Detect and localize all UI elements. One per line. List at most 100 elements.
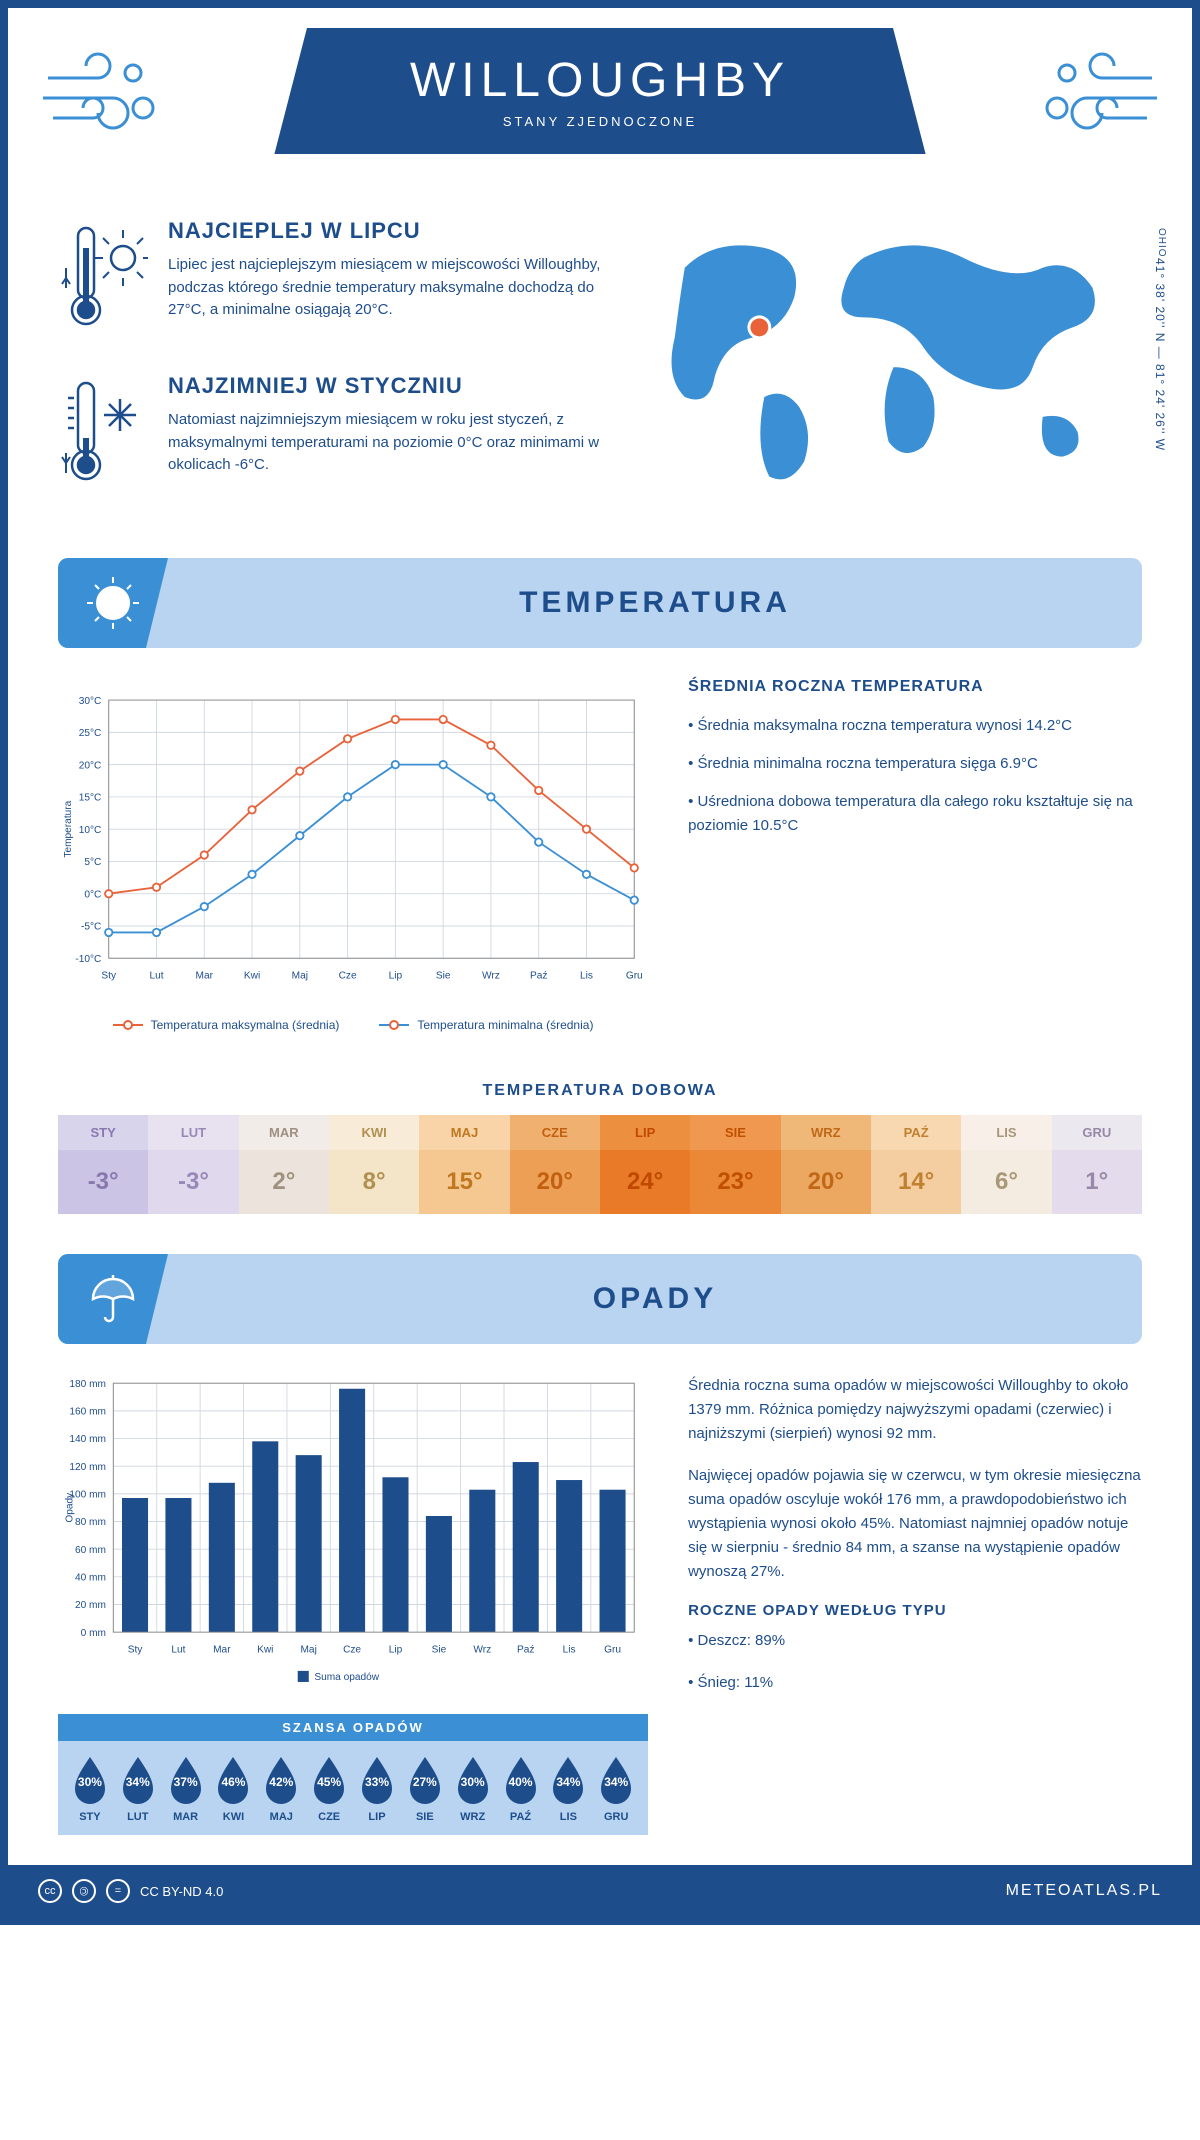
temperature-legend: .legend-swatch:nth-child(1)::after{borde… [58,1018,648,1032]
svg-text:Kwi: Kwi [244,971,260,982]
chance-month: MAJ [257,1811,305,1823]
svg-text:Lip: Lip [389,1644,403,1655]
svg-text:Gru: Gru [626,971,643,982]
chance-value: 34% [604,1775,628,1789]
daily-cell: CZE 20° [510,1115,600,1214]
svg-text:Lip: Lip [389,971,403,982]
chance-cell: 37% MAR [162,1753,210,1823]
chance-cell: 27% SIE [401,1753,449,1823]
chance-cell: 33% LIP [353,1753,401,1823]
warmest-text: Lipiec jest najcieplejszym miesiącem w m… [168,254,605,322]
svg-text:Lis: Lis [580,971,593,982]
license-text: CC BY-ND 4.0 [140,1884,223,1899]
rain-chance-row: 30% STY 34% LUT 37% MAR 46% KWI 42% MAJ … [58,1741,648,1835]
daily-cell: MAJ 15° [419,1115,509,1214]
chance-month: SIE [401,1811,449,1823]
daily-value: 20° [781,1150,871,1214]
daily-value: -3° [148,1150,238,1214]
chance-value: 30% [461,1775,485,1789]
daily-value: -3° [58,1150,148,1214]
thermometer-hot-icon [58,218,148,343]
svg-text:Maj: Maj [301,1644,317,1655]
raindrop-icon: 27% [404,1753,446,1805]
daily-cell: LIS 6° [961,1115,1051,1214]
raindrop-icon: 45% [308,1753,350,1805]
chance-cell: 40% PAŹ [497,1753,545,1823]
svg-text:Cze: Cze [339,971,357,982]
temp-bullet: • Średnia minimalna roczna temperatura s… [688,752,1142,776]
chance-month: WRZ [449,1811,497,1823]
title-banner: WILLOUGHBY STANY ZJEDNOCZONE [274,28,925,154]
chance-value: 46% [221,1775,245,1789]
precip-type-bullet: • Deszcz: 89% [688,1629,1142,1653]
precip-para-1: Średnia roczna suma opadów w miejscowośc… [688,1374,1142,1446]
daily-value: 2° [239,1150,329,1214]
coldest-title: NAJZIMNIEJ W STYCZNIU [168,373,605,399]
precipitation-left: 0 mm20 mm40 mm60 mm80 mm100 mm120 mm140 … [58,1374,648,1835]
raindrop-icon: 33% [356,1753,398,1805]
by-icon: 🄯 [72,1879,96,1903]
daily-month: MAJ [419,1115,509,1150]
svg-text:30°C: 30°C [79,696,102,707]
country-subtitle: STANY ZJEDNOCZONE [314,114,885,129]
map-column: OHIO 41° 38' 20'' N — 81° 24' 26'' W [645,218,1142,528]
chance-month: KWI [210,1811,258,1823]
region-label: OHIO [1156,228,1167,258]
precipitation-bar-chart: 0 mm20 mm40 mm60 mm80 mm100 mm120 mm140 … [58,1374,648,1714]
chance-value: 45% [317,1775,341,1789]
chance-cell: 45% CZE [305,1753,353,1823]
daily-month: WRZ [781,1115,871,1150]
wind-icon-left [38,48,178,148]
svg-text:15°C: 15°C [79,793,102,804]
chance-value: 42% [269,1775,293,1789]
warmest-title: NAJCIEPLEJ W LIPCU [168,218,605,244]
daily-value: 23° [690,1150,780,1214]
warmest-block: NAJCIEPLEJ W LIPCU Lipiec jest najcieple… [58,218,605,343]
chance-value: 27% [413,1775,437,1789]
daily-cell: LIP 24° [600,1115,690,1214]
thermometer-cold-icon [58,373,148,498]
svg-text:Sie: Sie [432,1644,447,1655]
svg-text:Mar: Mar [196,971,214,982]
chance-value: 33% [365,1775,389,1789]
chance-month: CZE [305,1811,353,1823]
daily-cell: SIE 23° [690,1115,780,1214]
chance-value: 40% [509,1775,533,1789]
header: WILLOUGHBY STANY ZJEDNOCZONE [8,8,1192,198]
svg-text:20 mm: 20 mm [75,1600,106,1611]
site-name: METEOATLAS.PL [1006,1882,1162,1900]
svg-text:120 mm: 120 mm [69,1462,106,1473]
chance-value: 30% [78,1775,102,1789]
daily-cell: PAŹ 14° [871,1115,961,1214]
svg-text:Lut: Lut [171,1644,185,1655]
raindrop-icon: 40% [500,1753,542,1805]
svg-text:Sty: Sty [128,1644,144,1655]
sun-icon [58,558,168,648]
daily-month: CZE [510,1115,600,1150]
raindrop-icon: 34% [595,1753,637,1805]
svg-text:Sie: Sie [436,971,451,982]
footer: cc 🄯 = CC BY-ND 4.0 METEOATLAS.PL [8,1865,1192,1917]
temperature-section-header: TEMPERATURA [58,558,1142,648]
svg-text:180 mm: 180 mm [69,1379,106,1390]
svg-text:20°C: 20°C [79,760,102,771]
coordinates: 41° 38' 20'' N — 81° 24' 26'' W [1153,258,1167,451]
world-map-icon [645,218,1142,498]
annual-temp-title: ŚREDNIA ROCZNA TEMPERATURA [688,678,1142,696]
daily-month: PAŹ [871,1115,961,1150]
svg-text:Suma opadów: Suma opadów [314,1672,379,1683]
chance-value: 34% [556,1775,580,1789]
raindrop-icon: 37% [165,1753,207,1805]
daily-month: MAR [239,1115,329,1150]
daily-month: GRU [1052,1115,1142,1150]
precip-para-2: Najwięcej opadów pojawia się w czerwcu, … [688,1464,1142,1584]
temp-bullet: • Uśredniona dobowa temperatura dla całe… [688,790,1142,838]
svg-text:Mar: Mar [213,1644,231,1655]
svg-text:Lis: Lis [563,1644,576,1655]
daily-month: LIP [600,1115,690,1150]
daily-value: 14° [871,1150,961,1214]
license-block: cc 🄯 = CC BY-ND 4.0 [38,1879,223,1903]
chance-month: STY [66,1811,114,1823]
precipitation-heading: OPADY [168,1282,1142,1316]
legend-max-label: Temperatura maksymalna (średnia) [151,1018,340,1032]
